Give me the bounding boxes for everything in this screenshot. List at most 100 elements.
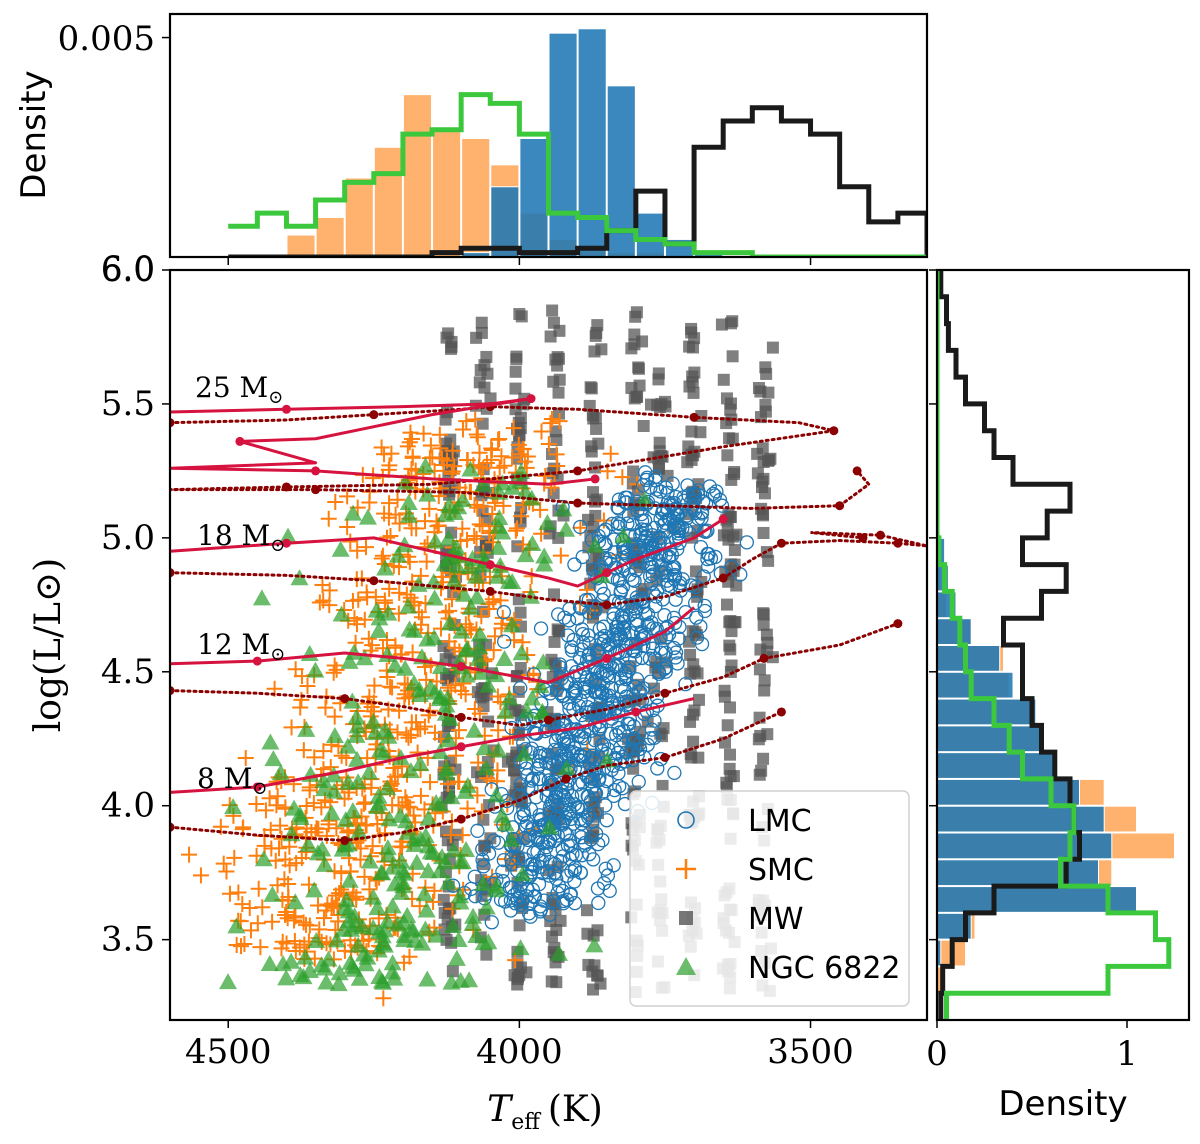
mw-point [659, 400, 672, 413]
top-bar-lmc [490, 186, 520, 257]
lmc-point [599, 773, 614, 789]
lmc-point [671, 631, 686, 646]
ngc6822-point [449, 930, 468, 947]
lmc-point [591, 895, 606, 911]
ngc6822-point [440, 614, 459, 631]
smc-point [376, 505, 393, 522]
ngc6822-point [338, 737, 357, 754]
right-bar-lmc [937, 805, 1105, 833]
mw-point [754, 643, 767, 656]
lmc-point [533, 812, 548, 828]
smc-point [441, 633, 458, 650]
ngc6822-point [358, 948, 377, 965]
track-solid-marker [281, 404, 291, 414]
smc-point [349, 542, 366, 559]
lmc-point [555, 842, 570, 857]
mw-point [583, 399, 596, 412]
track-label-18: 18 M⊙ [197, 519, 285, 556]
track-dotted-marker [893, 538, 903, 548]
lmc-point [642, 651, 658, 666]
smc-point [355, 795, 372, 812]
smc-point [533, 423, 550, 440]
smc-point [257, 802, 274, 819]
xtick-label: 4000 [476, 1032, 563, 1072]
lmc-point [585, 814, 600, 829]
lmc-point [538, 755, 554, 770]
lmc-point [537, 847, 552, 863]
track-solid-marker [602, 568, 612, 578]
ngc6822-point [349, 823, 368, 840]
mw-point [721, 719, 734, 732]
smc-point [493, 448, 510, 465]
lmc-point [694, 636, 710, 652]
smc-point [543, 479, 560, 496]
lmc-point [539, 840, 554, 855]
top-bar-smc [432, 129, 462, 257]
smc-point [519, 448, 536, 465]
ngc6822-point [286, 893, 305, 910]
mw-point [477, 813, 490, 826]
lmc-point [714, 498, 730, 513]
track-dotted-marker [340, 694, 350, 704]
lmc-point [680, 478, 695, 493]
lmc-point [611, 492, 627, 507]
smc-point [506, 632, 523, 649]
track-labels: 25 M⊙ 18 M⊙ 12 M⊙ 8 M⊙ [195, 371, 285, 799]
mw-point [762, 554, 775, 567]
smc-point [249, 915, 266, 932]
lmc-point [576, 661, 591, 676]
smc-point [471, 444, 488, 461]
lmc-point [702, 479, 717, 494]
lmc-point [627, 573, 642, 588]
ngc6822-point [495, 649, 514, 666]
lmc-point [611, 615, 627, 630]
ngc6822-point [417, 901, 436, 918]
ngc6822-point [431, 657, 450, 674]
lmc-point [631, 774, 646, 789]
top-axis-ticks [162, 36, 812, 265]
smc-point [614, 469, 631, 486]
mw-point [513, 308, 526, 321]
lmc-point [572, 650, 588, 666]
smc-point [389, 724, 406, 741]
ngc6822-point [322, 804, 341, 821]
lmc-point [604, 681, 619, 696]
smc-point [552, 547, 569, 564]
ngc6822-point [418, 485, 437, 502]
ngc6822-point [347, 708, 366, 725]
ngc6822-point [410, 686, 429, 703]
top-ytick-label: 0.005 [58, 19, 155, 59]
track-label-8: 8 M⊙ [197, 762, 267, 799]
lmc-point [688, 595, 703, 611]
lmc-point [678, 677, 693, 692]
ngc6822-point [348, 717, 367, 734]
lmc-point [525, 771, 541, 786]
ngc6822-point [373, 864, 392, 881]
ngc6822-point [386, 656, 405, 673]
ngc6822-point [336, 811, 355, 828]
smc-point [404, 644, 421, 661]
track-dotted-marker [689, 412, 699, 422]
smc-point [192, 867, 209, 884]
lmc-point [666, 511, 681, 526]
mw-point [724, 403, 737, 416]
smc-point [405, 807, 422, 824]
smc-point [363, 698, 380, 715]
smc-point [542, 415, 559, 432]
lmc-point [640, 737, 655, 753]
ngc6822-point [374, 934, 393, 951]
ngc6822-point [471, 663, 490, 680]
ngc6822-point [347, 726, 366, 743]
ngc6822-point [378, 839, 397, 856]
smc-point [328, 661, 345, 678]
lmc-point [625, 517, 640, 532]
ngc6822-point [554, 500, 573, 517]
smc-point [468, 426, 485, 443]
mw-point [685, 322, 698, 335]
track-dotted-marker [369, 410, 379, 420]
lmc-point [687, 502, 702, 517]
ngc6822-point [364, 888, 383, 905]
smc-point [543, 411, 560, 428]
smc-point [339, 518, 356, 535]
ngc6822-point [464, 907, 483, 924]
